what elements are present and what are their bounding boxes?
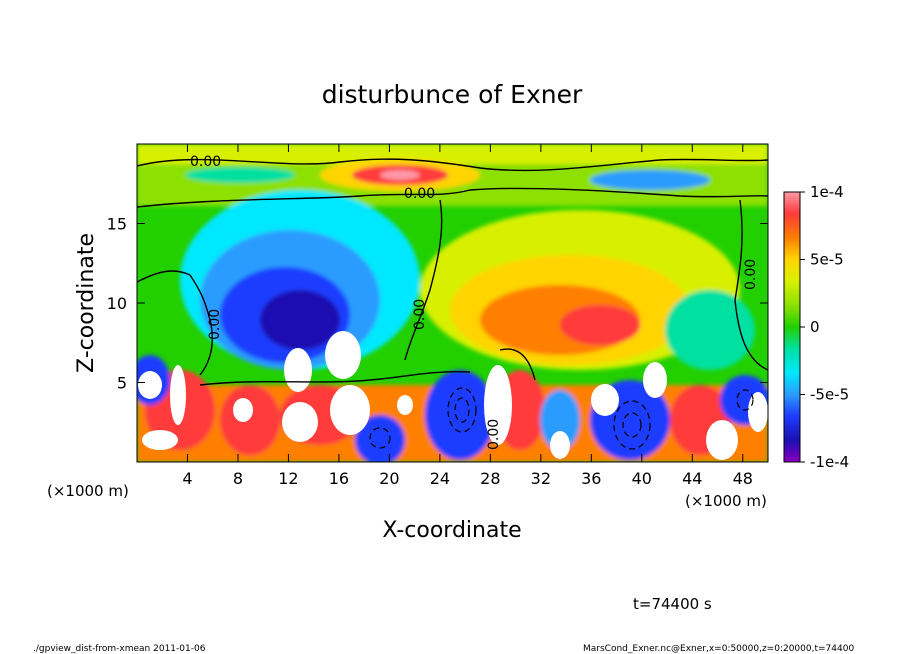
colorbar [783,191,801,463]
y-tick-label: 5 [117,374,127,393]
x-tick-label: 4 [182,469,192,488]
x-tick-label: 16 [329,469,349,488]
time-label: t=74400 s [633,595,712,613]
x-tick-label: 24 [430,469,450,488]
x-axis-label: X-coordinate [382,518,521,543]
colorbar-tick-label: 5e-5 [810,251,844,269]
footer-left: ./gpview_dist-from-xmean 2011-01-06 [33,644,206,654]
x-tick-label: 12 [278,469,298,488]
contour-label: 0.00 [743,259,759,290]
x-tick-label: 28 [480,469,500,488]
contour-labels: 0.00 0.00 0.00 0.00 0.00 0.00 [190,154,759,450]
colorbar-tick-label: -5e-5 [810,386,849,404]
x-unit-right: (×1000 m) [685,492,767,510]
y-tick-label: 10 [107,294,127,313]
x-tick-label: 40 [632,469,652,488]
x-tick-label: 44 [682,469,702,488]
y-axis: 5 10 15 [107,215,768,393]
x-axis: 4 8 12 16 20 24 28 32 36 40 44 48 [182,144,753,488]
contour-label: 0.00 [207,309,223,340]
contour-label: 0.00 [412,299,428,330]
y-axis-label: Z-coordinate [74,233,99,373]
y-tick-label: 15 [107,215,127,234]
x-tick-label: 32 [531,469,551,488]
contour-label: 0.00 [190,154,221,170]
chart-title: disturbunce of Exner [322,80,583,109]
colorbar-tick-label: 0 [810,318,820,336]
contour-label: 0.00 [486,419,502,450]
heatmap-field [137,144,768,462]
x-unit-left: (×1000 m) [47,482,129,500]
x-tick-label: 8 [233,469,243,488]
colorbar-ticks: 1e-4 5e-5 0 -5e-5 -1e-4 [800,183,849,471]
colorbar-tick-label: -1e-4 [810,453,849,471]
x-tick-label: 48 [733,469,753,488]
x-tick-label: 36 [581,469,601,488]
x-tick-label: 20 [379,469,399,488]
colorbar-tick-label: 1e-4 [810,183,844,201]
contour-label: 0.00 [404,186,435,202]
footer-right: MarsCond_Exner.nc@Exner,x=0:50000,z=0:20… [583,644,854,654]
